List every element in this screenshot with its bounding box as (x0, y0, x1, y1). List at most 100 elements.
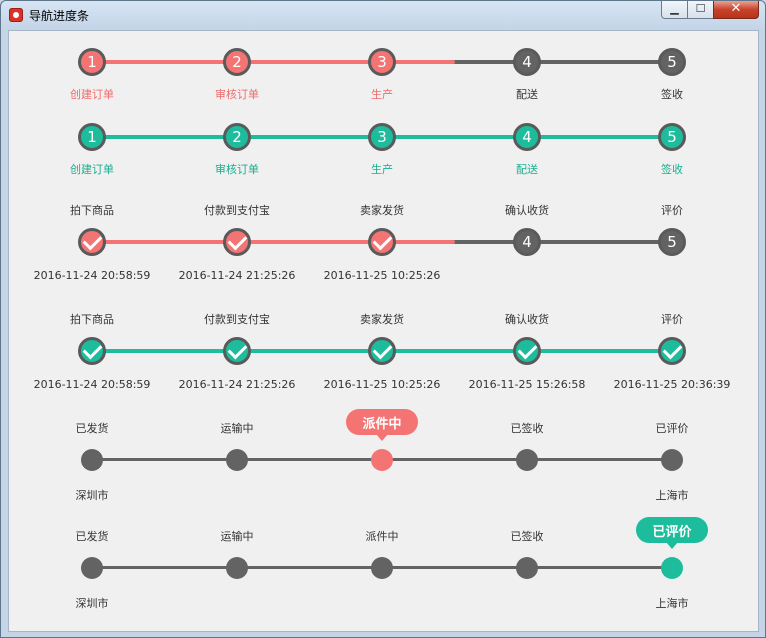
step-label: 生产 (371, 163, 393, 176)
active-step-tooltip: 派件中 (346, 409, 418, 441)
step-time: 2016-11-24 20:58:59 (33, 269, 151, 282)
step-number: 3 (377, 53, 387, 71)
step-label: 评价 (661, 313, 683, 326)
step-node[interactable]: 1 (78, 123, 106, 151)
step-node[interactable]: 4 (513, 228, 541, 256)
step-node[interactable]: 3 (368, 48, 396, 76)
step-number: 2 (232, 53, 242, 71)
step-number: 5 (667, 233, 677, 251)
step-label: 付款到支付宝 (204, 204, 270, 217)
step-number: 4 (522, 128, 532, 146)
check-icon (662, 339, 682, 360)
step-label: 配送 (516, 163, 538, 176)
step-number: 4 (522, 53, 532, 71)
step-label: 卖家发货 (360, 313, 404, 326)
step-dot[interactable] (371, 557, 393, 579)
step-label: 卖家发货 (360, 204, 404, 217)
minimize-button[interactable]: ▁ (661, 1, 687, 19)
step-time: 2016-11-25 10:25:26 (323, 269, 441, 282)
active-step-tooltip: 已评价 (636, 517, 708, 549)
step-label: 生产 (371, 88, 393, 101)
step-node[interactable]: 2 (223, 123, 251, 151)
step-number: 5 (667, 53, 677, 71)
app-icon (9, 8, 23, 22)
track-fill (92, 240, 455, 244)
step-node[interactable] (223, 228, 251, 256)
step-number: 1 (87, 128, 97, 146)
step-dot[interactable] (661, 449, 683, 471)
step-dot[interactable] (226, 449, 248, 471)
close-icon: ✕ (730, 1, 742, 16)
step-node[interactable] (78, 228, 106, 256)
step-label: 创建订单 (70, 88, 114, 101)
step-label: 运输中 (220, 530, 254, 543)
step-time: 2016-11-25 10:25:26 (323, 378, 441, 391)
step-number: 5 (667, 128, 677, 146)
destination-label: 上海市 (655, 597, 689, 610)
step-label: 拍下商品 (70, 313, 114, 326)
step-label: 确认收货 (505, 204, 549, 217)
step-time: 2016-11-24 21:25:26 (178, 269, 296, 282)
step-label: 运输中 (220, 422, 254, 435)
title-bar[interactable]: 导航进度条 ▁ ☐ ✕ (1, 1, 765, 29)
step-label: 确认收货 (505, 313, 549, 326)
step-node[interactable]: 5 (658, 48, 686, 76)
step-number: 4 (522, 233, 532, 251)
maximize-icon: ☐ (695, 2, 706, 15)
step-dot[interactable] (516, 449, 538, 471)
check-icon (227, 339, 247, 360)
step-node[interactable] (223, 337, 251, 365)
step-node[interactable] (513, 337, 541, 365)
track-fill (92, 60, 455, 64)
origin-label: 深圳市 (75, 597, 109, 610)
window-controls: ▁ ☐ ✕ (661, 1, 759, 21)
check-icon (227, 230, 247, 251)
step-node[interactable]: 3 (368, 123, 396, 151)
step-number: 3 (377, 128, 387, 146)
step-label: 已发货 (75, 422, 109, 435)
step-label: 派件中 (365, 530, 399, 543)
step-label: 配送 (516, 88, 538, 101)
step-node[interactable]: 4 (513, 48, 541, 76)
step-dot-active[interactable] (661, 557, 683, 579)
step-node[interactable]: 5 (658, 228, 686, 256)
maximize-button[interactable]: ☐ (687, 1, 713, 19)
step-number: 1 (87, 53, 97, 71)
step-time: 2016-11-24 20:58:59 (33, 378, 151, 391)
step-label: 付款到支付宝 (204, 313, 270, 326)
destination-label: 上海市 (655, 489, 689, 502)
step-dot[interactable] (81, 449, 103, 471)
step-node[interactable] (658, 337, 686, 365)
step-label: 已评价 (655, 422, 689, 435)
step-node[interactable]: 2 (223, 48, 251, 76)
step-label: 创建订单 (70, 163, 114, 176)
step-time: 2016-11-24 21:25:26 (178, 378, 296, 391)
step-node[interactable]: 5 (658, 123, 686, 151)
step-node[interactable]: 4 (513, 123, 541, 151)
close-button[interactable]: ✕ (713, 1, 759, 19)
origin-label: 深圳市 (75, 489, 109, 502)
step-time: 2016-11-25 15:26:58 (468, 378, 586, 391)
step-node[interactable]: 1 (78, 48, 106, 76)
step-node[interactable] (368, 228, 396, 256)
step-node[interactable] (368, 337, 396, 365)
step-dot[interactable] (516, 557, 538, 579)
step-label: 拍下商品 (70, 204, 114, 217)
step-dot[interactable] (226, 557, 248, 579)
step-label: 签收 (661, 88, 683, 101)
step-label: 评价 (661, 204, 683, 217)
step-label: 审核订单 (215, 163, 259, 176)
step-time: 2016-11-25 20:36:39 (613, 378, 731, 391)
step-node[interactable] (78, 337, 106, 365)
check-icon (372, 339, 392, 360)
check-icon (82, 230, 102, 251)
check-icon (517, 339, 537, 360)
step-dot-active[interactable] (371, 449, 393, 471)
minimize-icon: ▁ (670, 2, 679, 15)
check-icon (82, 339, 102, 360)
step-label: 已签收 (510, 422, 544, 435)
step-dot[interactable] (81, 557, 103, 579)
step-label: 审核订单 (215, 88, 259, 101)
step-label: 已发货 (75, 530, 109, 543)
